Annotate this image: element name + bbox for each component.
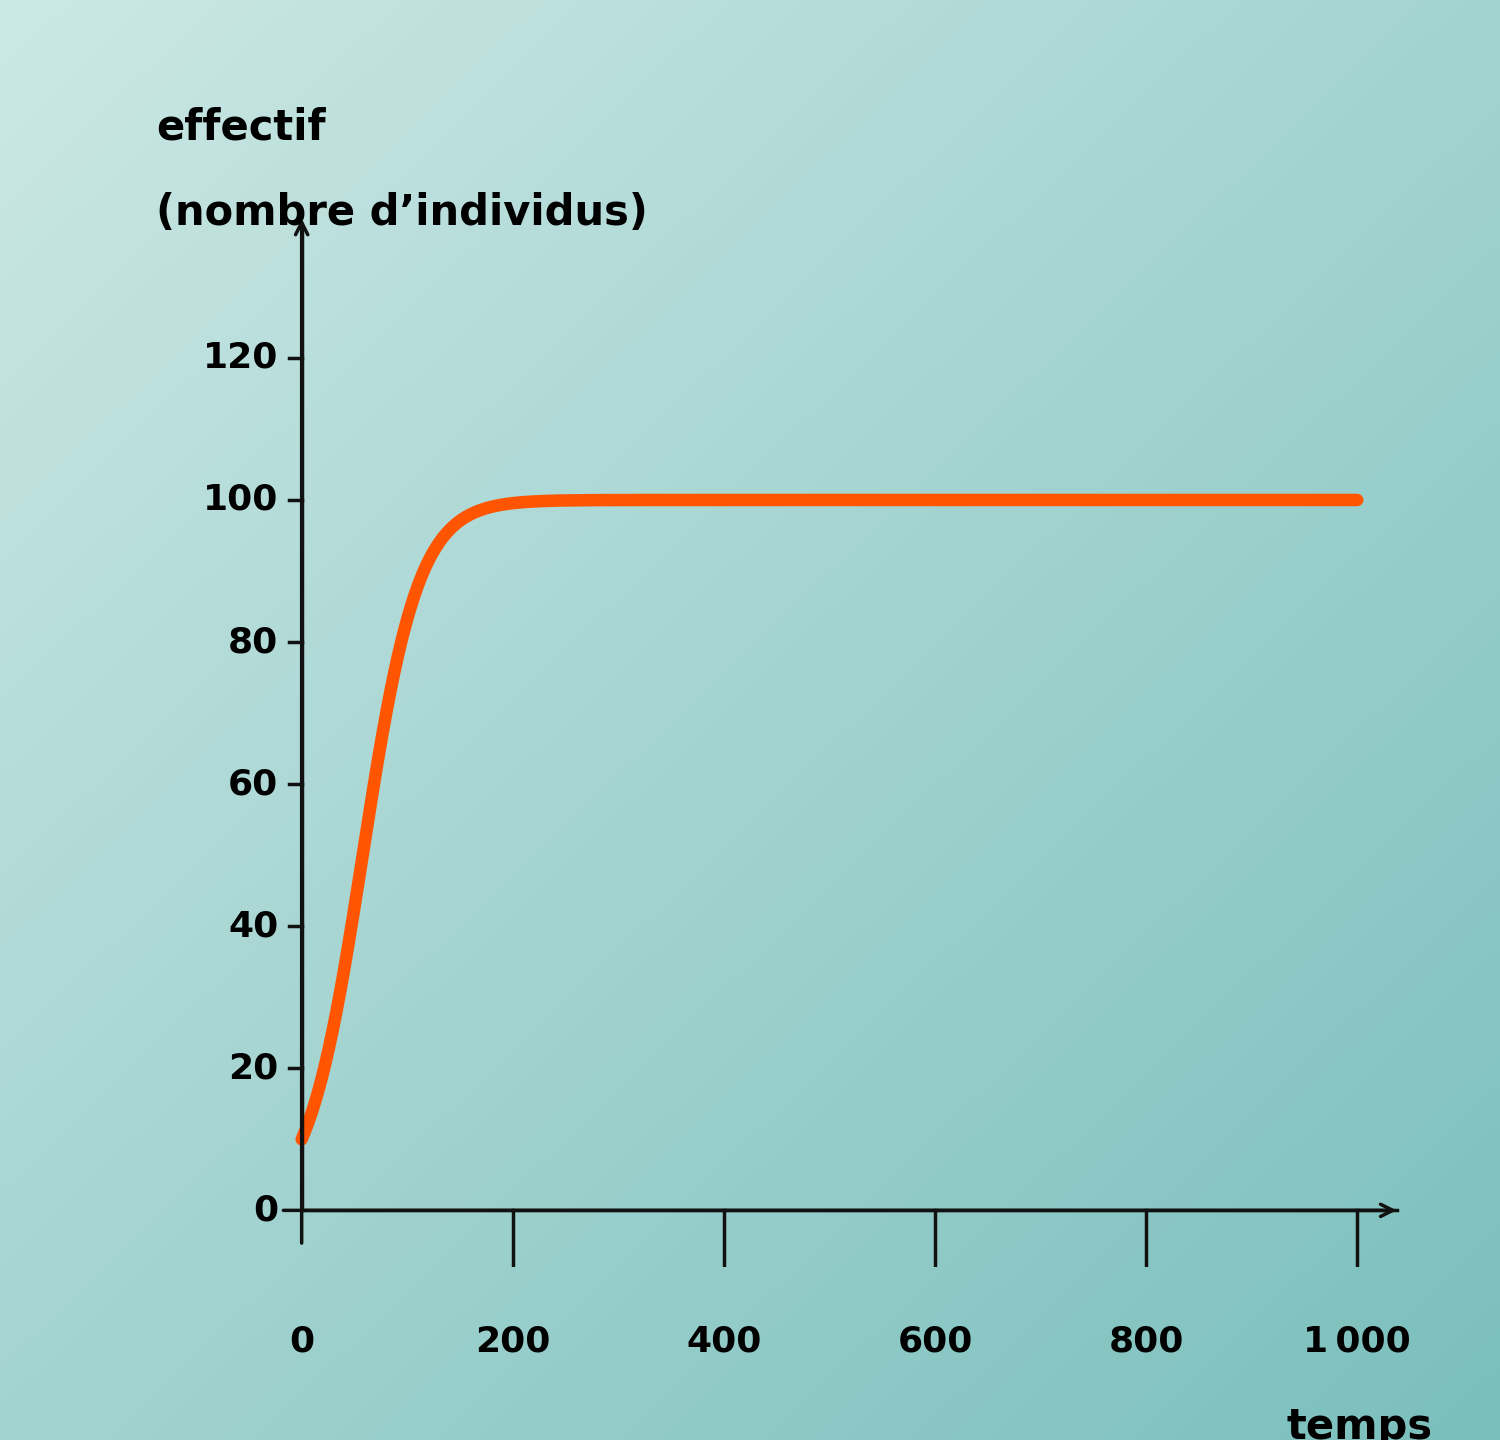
Text: 0: 0 [254, 1194, 279, 1227]
Text: 20: 20 [228, 1051, 279, 1086]
Text: 60: 60 [228, 768, 279, 801]
Text: 80: 80 [228, 625, 279, 660]
Text: effectif: effectif [156, 107, 326, 148]
Text: 800: 800 [1108, 1323, 1184, 1358]
Text: 600: 600 [897, 1323, 972, 1358]
Text: 120: 120 [202, 341, 279, 374]
Text: (nombre d’individus): (nombre d’individus) [156, 192, 648, 233]
Text: 0: 0 [290, 1323, 314, 1358]
Text: 40: 40 [228, 909, 279, 943]
Text: 400: 400 [686, 1323, 762, 1358]
Text: temps: temps [1287, 1405, 1432, 1440]
Text: 200: 200 [476, 1323, 550, 1358]
Text: 100: 100 [202, 482, 279, 517]
Text: 1 000: 1 000 [1304, 1323, 1412, 1358]
